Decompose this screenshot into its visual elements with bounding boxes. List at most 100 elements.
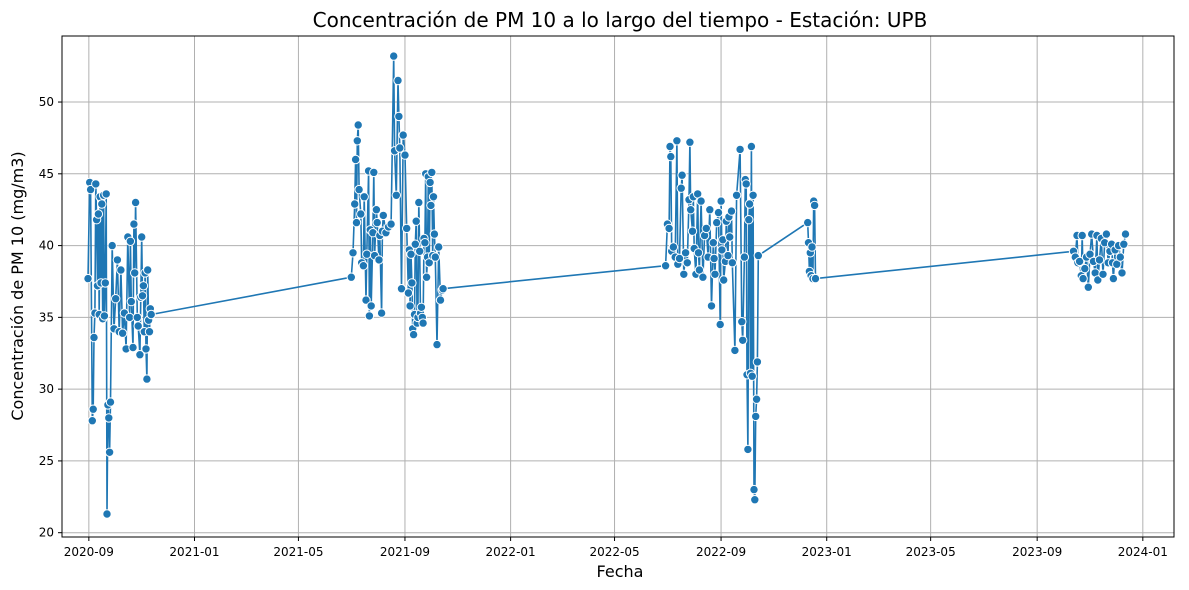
chart-title: Concentración de PM 10 a lo largo del ti… bbox=[313, 8, 928, 32]
data-point bbox=[391, 190, 401, 201]
data-point bbox=[706, 301, 717, 311]
data-point bbox=[407, 278, 417, 288]
data-point bbox=[753, 250, 763, 261]
data-point bbox=[346, 272, 356, 282]
data-point bbox=[126, 296, 137, 307]
data-point bbox=[723, 250, 733, 261]
data-point bbox=[400, 150, 410, 160]
data-point bbox=[744, 215, 754, 225]
data-point bbox=[1108, 273, 1119, 284]
data-point bbox=[356, 209, 366, 219]
data-point bbox=[731, 190, 742, 201]
data-point bbox=[682, 258, 692, 268]
data-point bbox=[1098, 269, 1108, 279]
data-point bbox=[137, 291, 148, 301]
data-point bbox=[425, 177, 435, 188]
data-point bbox=[674, 253, 685, 264]
data-point bbox=[135, 350, 145, 360]
data-point bbox=[369, 167, 379, 178]
data-point bbox=[395, 143, 405, 153]
data-point bbox=[85, 184, 96, 195]
data-point bbox=[362, 249, 372, 259]
data-point bbox=[428, 192, 439, 202]
data-point bbox=[727, 258, 737, 268]
data-point bbox=[719, 275, 729, 285]
data-point bbox=[426, 200, 436, 211]
data-point bbox=[351, 217, 362, 228]
data-point bbox=[1078, 273, 1088, 284]
data-point bbox=[101, 189, 111, 199]
y-tick-label: 40 bbox=[39, 239, 54, 253]
data-point bbox=[429, 229, 440, 239]
data-point bbox=[411, 216, 421, 226]
x-tick-label: 2024-01 bbox=[1118, 545, 1168, 559]
y-tick-label: 35 bbox=[39, 310, 54, 324]
data-point bbox=[128, 342, 138, 353]
data-point bbox=[137, 232, 147, 242]
data-point bbox=[730, 345, 740, 356]
data-point bbox=[83, 273, 93, 284]
data-point bbox=[366, 301, 376, 311]
data-point bbox=[747, 371, 757, 381]
data-point bbox=[88, 404, 98, 414]
data-point bbox=[93, 209, 104, 219]
data-point bbox=[361, 295, 371, 305]
data-point bbox=[372, 217, 382, 228]
data-point bbox=[408, 329, 419, 340]
data-point bbox=[130, 197, 141, 208]
data-point bbox=[427, 167, 437, 178]
y-tick-label: 50 bbox=[39, 95, 54, 109]
y-tick-label: 30 bbox=[39, 382, 54, 396]
data-point bbox=[415, 246, 425, 257]
data-point bbox=[112, 255, 123, 265]
data-point bbox=[97, 199, 107, 209]
data-point bbox=[348, 248, 358, 258]
data-point bbox=[726, 206, 737, 216]
data-point bbox=[104, 447, 115, 457]
x-tick-label: 2022-09 bbox=[696, 545, 746, 559]
data-point bbox=[389, 51, 399, 61]
data-point bbox=[744, 199, 755, 209]
data-point bbox=[1101, 229, 1112, 239]
data-point bbox=[810, 273, 821, 284]
data-point bbox=[713, 207, 724, 218]
data-point bbox=[111, 294, 121, 304]
data-point bbox=[750, 495, 760, 505]
data-point bbox=[371, 205, 382, 215]
data-point bbox=[116, 265, 126, 275]
data-point bbox=[698, 272, 708, 282]
data-point bbox=[717, 245, 727, 255]
data-point bbox=[738, 335, 748, 345]
data-point bbox=[752, 357, 763, 367]
x-tick-label: 2022-01 bbox=[486, 545, 536, 559]
data-point bbox=[354, 184, 364, 195]
data-point bbox=[693, 248, 704, 258]
data-point bbox=[402, 223, 412, 234]
x-axis-label: Fecha bbox=[597, 562, 644, 581]
x-tick-label: 2022-05 bbox=[589, 545, 639, 559]
data-point bbox=[686, 205, 696, 215]
data-point bbox=[350, 199, 360, 209]
data-point bbox=[1120, 229, 1131, 239]
data-point bbox=[807, 242, 817, 252]
data-point bbox=[435, 295, 446, 305]
data-point bbox=[364, 311, 375, 321]
data-point bbox=[1115, 252, 1126, 262]
data-point bbox=[708, 238, 718, 248]
data-point bbox=[418, 318, 428, 328]
data-point bbox=[668, 242, 679, 252]
data-point bbox=[394, 111, 404, 122]
data-point bbox=[420, 238, 430, 248]
data-point bbox=[124, 312, 135, 323]
data-point bbox=[376, 308, 387, 318]
data-point bbox=[679, 269, 689, 279]
data-point bbox=[107, 240, 117, 251]
data-point bbox=[414, 197, 424, 208]
y-axis-label: Concentración de PM 10 (mg/m3) bbox=[8, 151, 27, 420]
data-point bbox=[87, 416, 98, 426]
data-point bbox=[1119, 239, 1129, 249]
data-point bbox=[677, 170, 687, 180]
data-point bbox=[715, 319, 725, 330]
